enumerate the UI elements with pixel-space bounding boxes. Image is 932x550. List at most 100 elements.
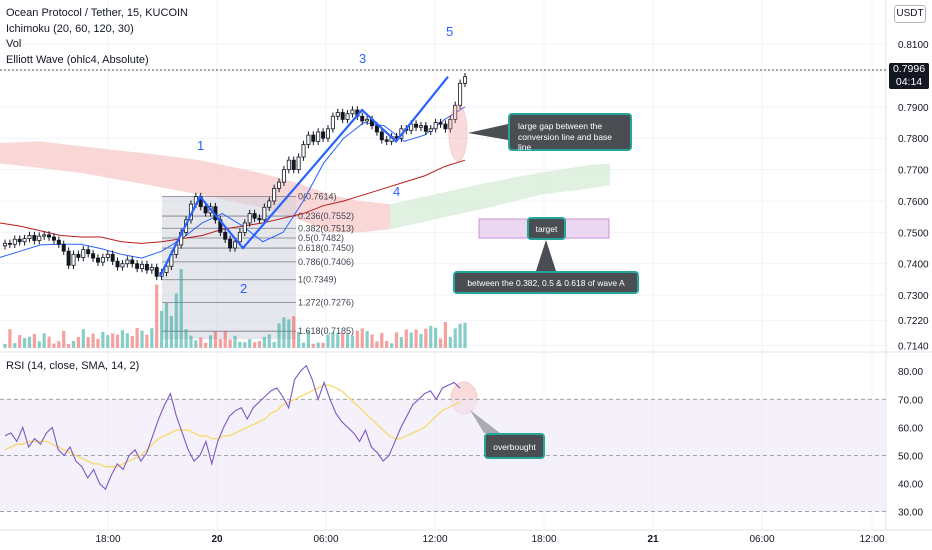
- candle-body: [360, 115, 365, 122]
- conversion-line: [0, 106, 466, 259]
- gap-callout-pointer: [468, 124, 508, 140]
- candle-body: [330, 115, 335, 130]
- volume-bar: [42, 333, 46, 348]
- candle-body: [100, 257, 105, 263]
- volume-bar: [419, 334, 423, 348]
- candle-body: [281, 169, 286, 183]
- candle-body: [91, 253, 96, 259]
- volume-bar: [76, 336, 81, 348]
- rsi-legend[interactable]: RSI (14, close, SMA, 14, 2): [6, 360, 140, 372]
- candle-body: [61, 243, 66, 252]
- symbol-title[interactable]: Ocean Protocol / Tether, 15, KUCOIN: [6, 7, 188, 19]
- volume-bar: [174, 293, 178, 348]
- volume-bar: [223, 331, 227, 348]
- rsi-tick-label: 60.00: [898, 423, 923, 434]
- candle-body: [374, 125, 379, 133]
- volume-bar: [321, 342, 325, 348]
- indicator-legend: Ocean Protocol / Tether, 15, KUCOIN Ichi…: [6, 6, 188, 68]
- volume-bar: [233, 335, 237, 348]
- volume-legend[interactable]: Vol: [6, 38, 22, 50]
- volume-bar: [311, 343, 315, 348]
- volume-bar: [3, 344, 7, 348]
- price-tick-label: 0.7600: [898, 197, 929, 208]
- fib-level-label: 1.618(0.7185): [298, 326, 354, 336]
- candle-body: [350, 109, 355, 115]
- volume-bar: [145, 334, 149, 348]
- volume-bar: [32, 333, 36, 348]
- candle-body: [262, 206, 267, 221]
- volume-bar: [414, 329, 418, 348]
- volume-bar: [262, 336, 266, 348]
- fib-target-callout[interactable]: between the 0.382, 0.5 & 0.618 of wave A: [453, 271, 639, 294]
- volume-bar: [272, 341, 276, 348]
- time-tick-label: 06:00: [313, 534, 338, 545]
- candle-body: [56, 239, 61, 245]
- candle-body: [27, 235, 32, 240]
- volume-bar: [169, 315, 173, 348]
- price-tick-label: 0.7900: [898, 103, 929, 114]
- candle-body: [414, 123, 419, 128]
- candle-body: [42, 234, 47, 237]
- price-tick-label: 0.7300: [898, 291, 929, 302]
- volume-bar: [316, 342, 320, 348]
- fib-level-label: 1.272(0.7276): [298, 298, 354, 308]
- volume-bar: [189, 335, 193, 348]
- elliott-wave-label: 5: [446, 24, 453, 39]
- volume-bar: [150, 328, 154, 348]
- volume-bar: [199, 337, 203, 348]
- candle-body: [223, 231, 228, 240]
- time-tick-label: 21: [647, 534, 659, 545]
- candle-body: [237, 231, 242, 243]
- ichimoku-lines: [0, 106, 466, 259]
- candle-body: [379, 131, 384, 141]
- elliott-wave-line: [159, 76, 449, 277]
- candle-body: [365, 119, 370, 122]
- volume-bar: [96, 338, 100, 348]
- volume-bar: [155, 284, 159, 348]
- candle-body: [267, 200, 272, 208]
- ichimoku-legend[interactable]: Ichimoku (20, 60, 120, 30): [6, 22, 134, 35]
- volume-bar: [458, 323, 462, 348]
- currency-button[interactable]: USDT: [894, 5, 926, 23]
- volume-bar: [184, 329, 188, 348]
- volume-bar: [18, 335, 22, 348]
- candle-body: [345, 113, 350, 120]
- rsi-line: [4, 364, 461, 491]
- candle-body: [296, 156, 301, 171]
- volume-bar: [282, 317, 286, 348]
- target-callout[interactable]: target: [527, 217, 566, 240]
- volume-bar: [355, 330, 359, 348]
- candle-body: [125, 259, 130, 265]
- volume-bar: [448, 336, 452, 348]
- candle-body: [462, 76, 467, 84]
- price-tick-label: 0.7220: [898, 316, 929, 327]
- fib-level-label: 0.5(0.7482): [298, 233, 344, 243]
- elliott-wave: 1 2 3 4 5: [159, 24, 453, 296]
- elliott-legend[interactable]: Elliott Wave (ohlc4, Absolute): [6, 53, 149, 66]
- volume-bar: [27, 336, 32, 348]
- volume-bar: [218, 339, 222, 348]
- candle-body: [76, 253, 81, 258]
- volume-bar: [385, 341, 389, 348]
- volume-bar: [179, 269, 183, 348]
- cloud-bullish-area: [390, 163, 610, 230]
- volume-bar: [8, 329, 12, 348]
- gap-callout[interactable]: large gap between the conversion line an…: [508, 113, 632, 152]
- time-tick-label: 20: [211, 534, 223, 545]
- volume-bar: [463, 322, 467, 348]
- volume-bar: [345, 333, 350, 348]
- candle-body: [110, 253, 115, 262]
- time-tick-label: 06:00: [749, 534, 774, 545]
- volume-bar: [52, 343, 56, 348]
- candle-body: [203, 206, 208, 214]
- fib-level-label: 0.236(0.7552): [298, 211, 354, 221]
- volume-bar: [399, 337, 403, 348]
- candle-body: [115, 260, 120, 268]
- last-price-tag: 0.7996 04:14: [889, 63, 929, 89]
- candle-body: [228, 238, 233, 249]
- volume-bar: [277, 323, 281, 348]
- overbought-callout[interactable]: overbought: [484, 433, 545, 459]
- volume-bar: [130, 335, 134, 348]
- volume-bar: [101, 331, 105, 348]
